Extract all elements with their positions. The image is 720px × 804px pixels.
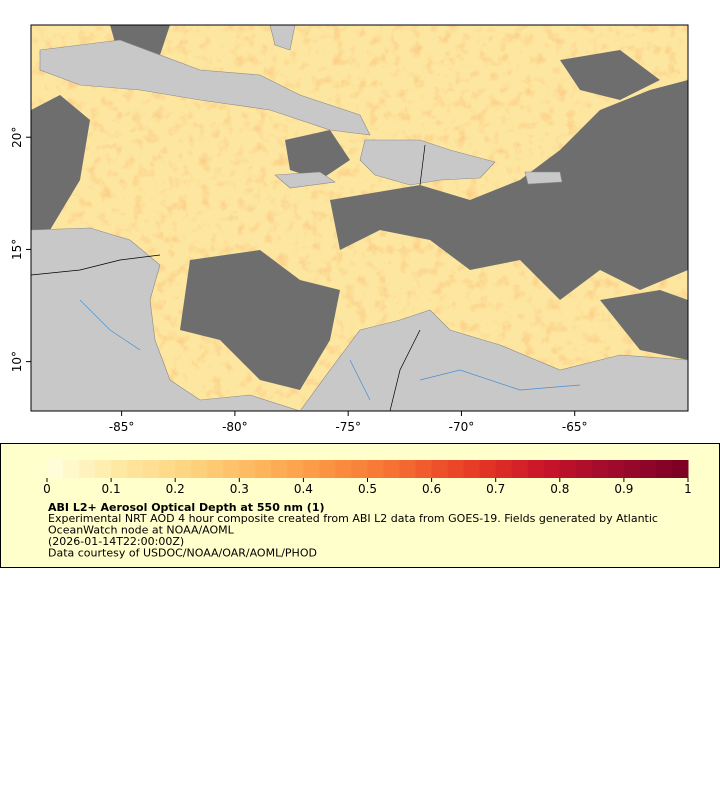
colorbar-segment [175, 460, 192, 478]
colorbar-segment [447, 460, 465, 478]
colorbar-segment [191, 460, 208, 478]
colorbar-tick-label: 0.8 [550, 482, 569, 496]
y-tick-label: 10° [10, 351, 24, 372]
colorbar-segment [79, 460, 96, 478]
colorbar-segment [335, 460, 352, 478]
colorbar-segment [495, 460, 513, 478]
map-image [31, 25, 688, 411]
legend-line: Experimental NRT AOD 4 hour composite cr… [48, 512, 658, 525]
colorbar-segment [431, 460, 449, 478]
colorbar-segment [47, 460, 64, 478]
colorbar-segment [351, 460, 368, 478]
legend-line: (2026-01-14T22:00:00Z) [48, 535, 184, 548]
colorbar-segment [511, 460, 529, 478]
colorbar-segment [671, 460, 689, 478]
colorbar-segment [415, 460, 433, 478]
map-frame [30, 24, 689, 412]
colorbar-segment [159, 460, 176, 478]
colorbar-tick-label: 0.3 [230, 482, 249, 496]
colorbar-tick-label: 0.1 [102, 482, 121, 496]
colorbar-segment [95, 460, 112, 478]
colorbar-segment [591, 460, 609, 478]
colorbar-segment [63, 460, 80, 478]
land [31, 25, 688, 411]
colorbar-segment [143, 460, 160, 478]
colorbar-tick-label: 0.6 [422, 482, 441, 496]
colorbar-segment [239, 460, 256, 478]
legend-line: OceanWatch node at NOAA/AOML [48, 524, 235, 537]
colorbar-segment [463, 460, 481, 478]
colorbar-segment [575, 460, 593, 478]
colorbar-segment [303, 460, 320, 478]
colorbar-tick-label: 0.9 [614, 482, 633, 496]
colorbar-segment [111, 460, 128, 478]
colorbar-segment [127, 460, 144, 478]
colorbar-segment [287, 460, 304, 478]
colorbar-tick-label: 0.4 [294, 482, 313, 496]
y-tick-label: 15° [10, 239, 24, 260]
colorbar: 0 0.1 0.2 0.3 0.4 0.5 0.6 0.7 0.8 0.9 1 [43, 460, 692, 496]
y-tick-label: 20° [10, 127, 24, 148]
x-tick-label: -75° [335, 420, 361, 434]
axes: -85° -80° -75° -70° -65° 10° 15° 20° [10, 127, 588, 434]
colorbar-tick-label: 0 [43, 482, 51, 496]
colorbar-segment [479, 460, 497, 478]
colorbar-segment [655, 460, 673, 478]
legend-title: ABI L2+ Aerosol Optical Depth at 550 nm … [48, 501, 325, 514]
x-tick-label: -65° [562, 420, 588, 434]
colorbar-segment [623, 460, 641, 478]
colorbar-segment [319, 460, 336, 478]
borders [31, 144, 426, 411]
colorbar-segment [607, 460, 625, 478]
colorbar-segment [543, 460, 561, 478]
colorbar-tick-label: 0.5 [358, 482, 377, 496]
colorbar-segment [255, 460, 272, 478]
rivers [79, 299, 581, 401]
colorbar-segment [639, 460, 657, 478]
colorbar-segment [559, 460, 577, 478]
x-tick-label: -85° [109, 420, 135, 434]
legend-text: Experimental NRT AOD 4 hour composite cr… [48, 512, 658, 560]
legend-line: Data courtesy of USDOC/NOAA/OAR/AOML/PHO… [48, 547, 317, 560]
x-tick-label: -80° [222, 420, 248, 434]
clouds [31, 25, 688, 390]
colorbar-segment [223, 460, 240, 478]
colorbar-tick-label: 1 [684, 482, 692, 496]
colorbar-segment [367, 460, 385, 478]
colorbar-segment [207, 460, 224, 478]
colorbar-segment [399, 460, 417, 478]
x-tick-label: -70° [449, 420, 475, 434]
colorbar-tick-label: 0.2 [166, 482, 185, 496]
colorbar-tick-label: 0.7 [486, 482, 505, 496]
colorbar-segment [527, 460, 545, 478]
colorbar-segment [383, 460, 401, 478]
colorbar-segment [271, 460, 288, 478]
